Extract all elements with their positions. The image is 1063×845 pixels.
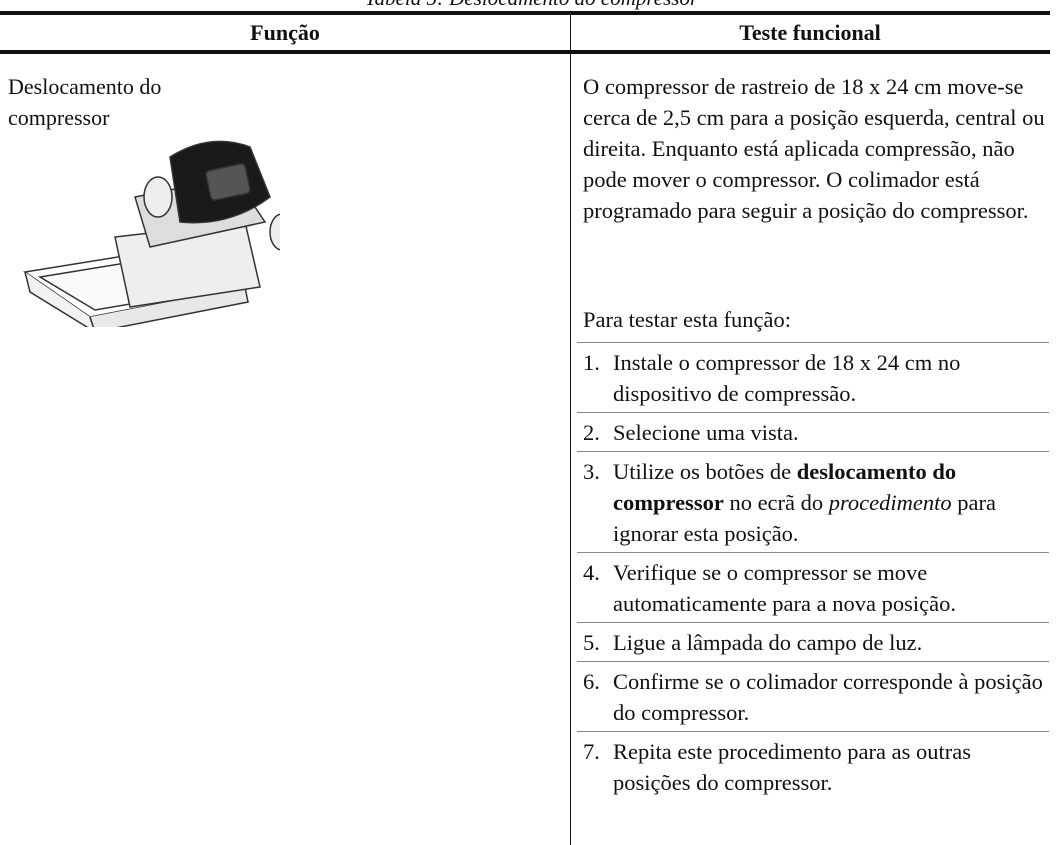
- step-text: deslocamento do compressor: [613, 459, 957, 515]
- step-text: Selecione uma vista.: [613, 420, 799, 445]
- header-cell: Teste funcional: [739, 20, 881, 45]
- table-caption: Tabela 5: Deslocamento do compressor: [0, 0, 1063, 11]
- step-number: 5.: [583, 630, 600, 655]
- header-row: Função Teste funcional: [0, 15, 1050, 54]
- step-text: Repita este procedimento para as outras …: [613, 739, 971, 795]
- step-text: Utilize os botões de: [613, 459, 797, 484]
- step-number: 1.: [583, 350, 600, 375]
- step-text: procedimento: [828, 490, 952, 515]
- step-number: 3.: [583, 459, 600, 484]
- step: 4. Verifique se o compressor se move auto…: [577, 552, 1049, 622]
- table: Função Teste funcional Deslocamento do c…: [0, 11, 1050, 845]
- header-cell: Função: [250, 20, 320, 45]
- step-text: Ligue a lâmpada do campo de luz.: [613, 630, 923, 655]
- step-text: no ecrã do: [723, 490, 829, 515]
- step-text: para ignorar esta posição.: [613, 490, 996, 546]
- step-text: Instale o compressor de 18 x 24 cm no di…: [613, 350, 961, 406]
- description: O compressor de rastreio de 18 x 24 cm m…: [583, 74, 1045, 223]
- step: 1. Instale o compressor de 18 x 24 cm no …: [577, 342, 1049, 412]
- step-number: 4.: [583, 560, 600, 585]
- step: 3. Utilize os botões de deslocamento do c…: [577, 451, 1049, 552]
- step: 6. Confirme se o colimador corresponde à …: [577, 661, 1049, 731]
- compressor-illustration: [23, 140, 280, 327]
- step: 7. Repita este procedimento para as outra…: [577, 731, 1049, 801]
- step-number: 7.: [583, 739, 600, 764]
- test-intro: Para testar esta função:: [583, 307, 792, 332]
- step: 5. Ligue a lâmpada do campo de luz.: [577, 622, 1049, 661]
- step-text: Verifique se o compressor se move automa…: [613, 560, 956, 616]
- step: 2. Selecione uma vista.: [577, 412, 1049, 451]
- step-number: 6.: [583, 669, 600, 694]
- function-cell: Deslocamento do compressor: [8, 74, 162, 130]
- step-number: 2.: [583, 420, 600, 445]
- column-divider: [570, 15, 571, 845]
- step-text: Confirme se o colimador corresponde à po…: [613, 669, 1043, 725]
- step-list: 1. Instale o compressor de 18 x 24 cm no …: [577, 342, 1049, 801]
